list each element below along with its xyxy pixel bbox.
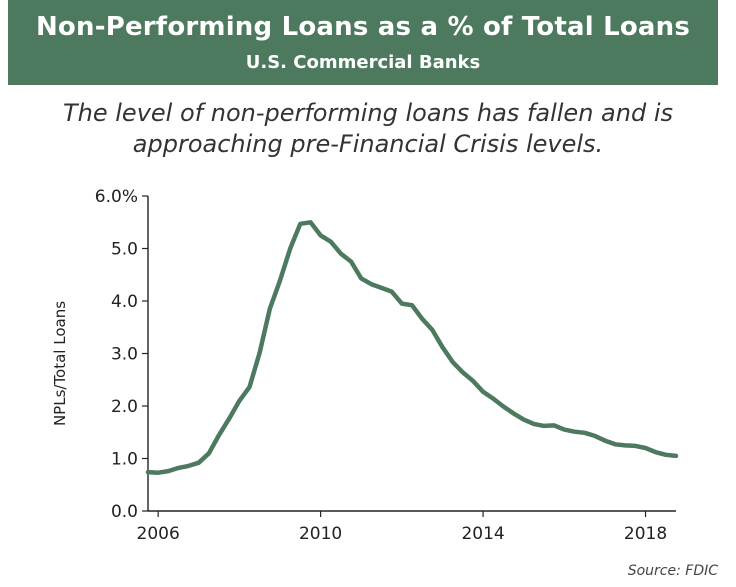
y-tick-label: 3.0 (111, 345, 138, 365)
y-tick-label: 4.0 (111, 292, 138, 312)
x-tick-label: 2018 (624, 524, 667, 544)
y-tick-label: 6.0% (95, 187, 138, 207)
x-tick-label: 2014 (461, 524, 504, 544)
chart-caption: The level of non-performing loans has fa… (0, 98, 736, 160)
chart-ticks: 0.0 1.0 2.0 3.0 4.0 5.0 6.0% 2006 2010 2014 2018 (95, 187, 667, 544)
x-tick-label: 2010 (299, 524, 342, 544)
header-banner: Non-Performing Loans as a % of Total Loa… (8, 0, 718, 85)
caption-line-2: approaching pre-Financial Crisis levels. (132, 130, 604, 158)
y-tick-label: 5.0 (111, 240, 138, 260)
caption-line-1: The level of non-performing loans has fa… (63, 99, 673, 127)
y-axis-label: NPLs/Total Loans (51, 301, 69, 426)
chart-title: Non-Performing Loans as a % of Total Loa… (35, 12, 691, 42)
x-tick-label: 2006 (137, 524, 180, 544)
chart-series (145, 220, 679, 475)
npl-series-line (145, 220, 679, 475)
chart-axes (147, 196, 676, 512)
y-tick-label: 2.0 (111, 397, 138, 417)
y-tick-label: 0.0 (111, 502, 138, 522)
y-tick-label: 1.0 (111, 450, 138, 470)
chart-subtitle: U.S. Commercial Banks (245, 52, 481, 73)
source-note: Source: FDIC (627, 563, 718, 579)
